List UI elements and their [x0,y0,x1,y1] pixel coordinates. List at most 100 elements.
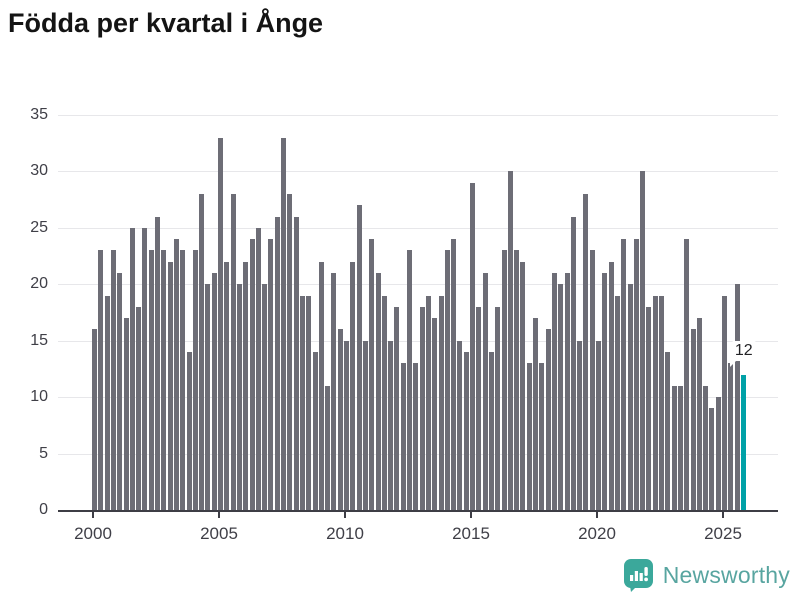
bar [476,306,482,510]
bar [722,295,727,510]
bar [293,216,299,510]
bar [457,340,463,510]
bar [444,250,450,510]
bar [413,363,419,510]
bar [249,239,255,510]
bar [602,273,608,510]
bar [369,239,375,510]
bar [715,397,721,510]
y-axis-label-15: 15 [30,331,48,349]
bar [167,261,173,510]
x-axis-label-2020: 2020 [578,524,616,543]
bar [407,250,412,510]
x-axis-tick-2000 [92,512,94,518]
bar [583,194,589,510]
bar [419,306,425,510]
y-axis-label-25: 25 [30,218,48,236]
y-axis-label-30: 30 [30,162,48,180]
bar [224,261,230,510]
bar [614,295,620,510]
gridline-25 [58,227,778,229]
bar [589,250,595,510]
bar [709,408,715,510]
bar [495,306,501,510]
bar [627,284,633,510]
bar [400,363,406,510]
last-value-annotation: 12 [729,340,756,367]
bar-highlight-latest-quarter [740,374,746,510]
bar [199,194,205,510]
bar [110,250,116,510]
x-axis-label-2000: 2000 [74,524,112,543]
bar [633,239,639,510]
bar [243,261,249,510]
x-axis-tick-2025 [722,512,724,518]
bar [507,171,513,510]
bar [621,239,627,510]
bar [388,340,394,510]
bar [356,205,362,510]
bar [148,250,154,510]
y-axis-label-0: 0 [39,501,48,518]
x-axis-tick-2020 [596,512,598,518]
bar [186,352,192,510]
bar [545,329,551,510]
bar [696,318,702,510]
bar [425,295,431,510]
y-axis-label-20: 20 [30,275,48,293]
bar [463,352,469,510]
x-axis-label-2015: 2015 [452,524,490,543]
bar [98,250,104,510]
bar [337,329,343,510]
bar [173,239,179,510]
bar [142,227,148,510]
gridline-35 [58,115,778,116]
x-axis-tick-2010 [344,512,346,518]
bar [432,318,438,510]
bar [665,352,671,510]
bar [558,284,564,510]
bar [161,250,167,510]
bar [318,261,324,510]
bar [211,273,217,510]
bar [274,216,280,510]
bar [281,137,286,510]
bar [205,284,211,510]
bar [230,194,236,510]
bar [104,295,110,510]
bar [394,306,400,510]
y-axis-label-10: 10 [30,388,48,406]
bar [470,182,475,510]
bar [646,306,652,510]
bar [312,352,318,510]
bar [92,329,97,510]
bar [677,385,683,510]
bar [684,239,690,510]
bar [501,250,507,510]
bar [306,295,312,510]
x-axis-label-2005: 2005 [200,524,238,543]
bar [551,273,557,510]
bar [652,295,658,510]
x-axis-tick-2005 [218,512,220,518]
bar [533,318,538,510]
bar [520,261,526,510]
brand-name: Newsworthy [662,562,790,588]
bar [117,273,123,510]
bar [734,284,740,510]
bar [482,273,488,510]
bar [123,318,129,510]
bar [671,385,677,510]
bar [180,250,186,510]
bar [136,306,142,510]
branding: Newsworthy [623,559,790,592]
bar [451,239,457,510]
bar [375,273,381,510]
bar [344,340,349,510]
gridline-30 [58,171,778,173]
bar [438,295,444,510]
bar [526,363,532,510]
bar [255,227,261,510]
bar [268,239,274,510]
